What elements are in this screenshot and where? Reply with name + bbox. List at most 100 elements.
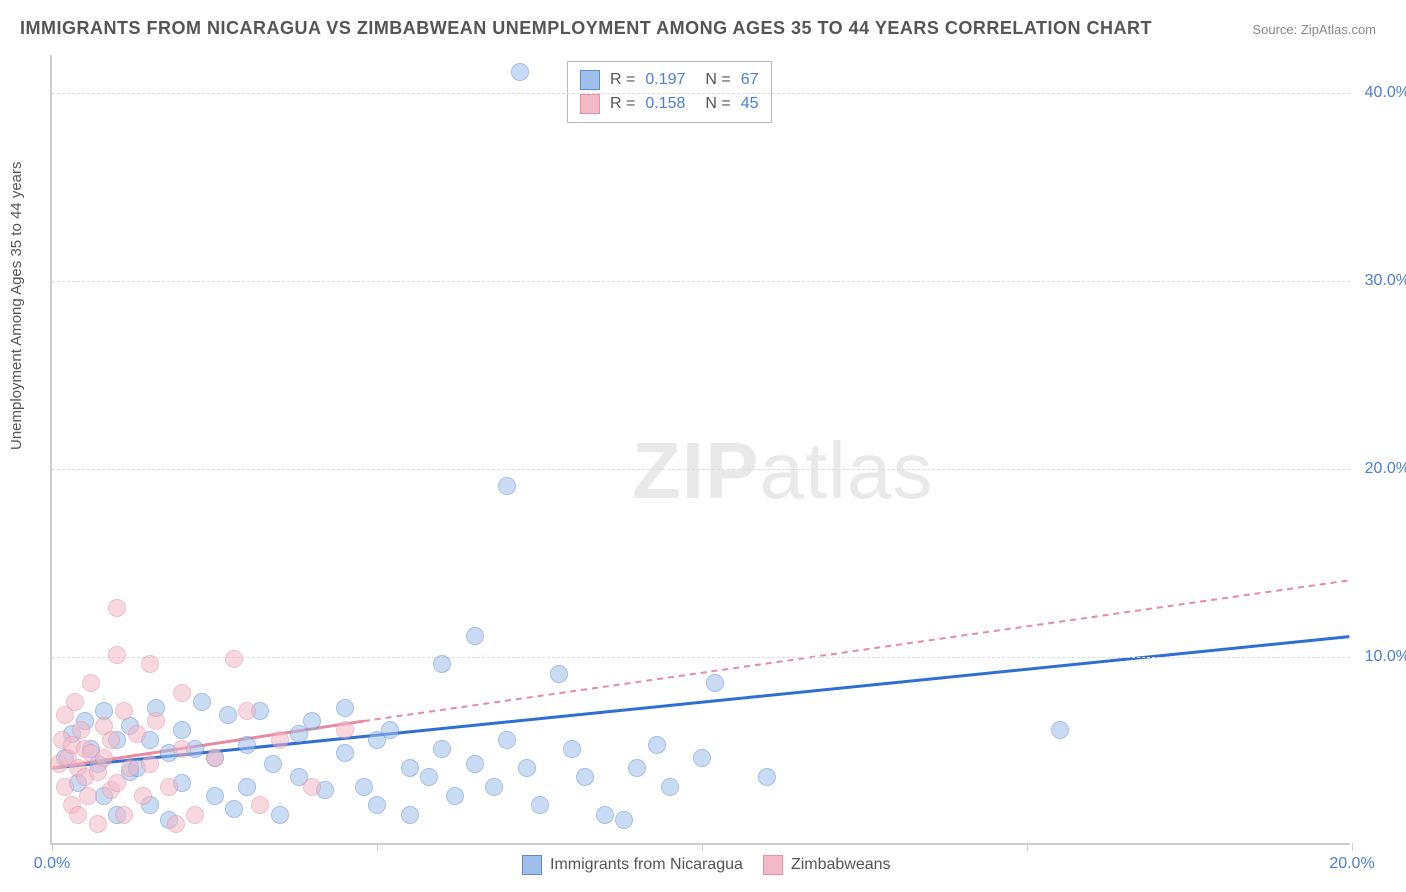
data-point [173,740,191,758]
data-point [238,778,256,796]
gridline [52,281,1350,282]
stat-r-value: 0.197 [645,71,685,89]
y-tick-label: 10.0% [1355,648,1406,666]
data-point [381,721,399,739]
data-point [128,725,146,743]
data-point [115,702,133,720]
data-point [206,749,224,767]
data-point [264,755,282,773]
data-point [498,477,516,495]
data-point [69,806,87,824]
x-tick [52,843,53,851]
data-point [271,806,289,824]
trendlines-svg [52,55,1350,843]
data-point [355,778,373,796]
data-point [173,721,191,739]
gridline [52,93,1350,94]
x-tick-label: 0.0% [34,855,70,873]
data-point [89,815,107,833]
data-point [628,759,646,777]
data-point [550,665,568,683]
data-point [596,806,614,824]
stat-r-value: 0.158 [645,95,685,113]
x-tick-label: 20.0% [1329,855,1374,873]
data-point [511,63,529,81]
stat-n-value: 45 [741,95,759,113]
x-tick [1352,843,1353,851]
data-point [706,674,724,692]
data-point [531,796,549,814]
data-point [160,778,178,796]
y-tick-label: 40.0% [1355,84,1406,102]
watermark-bold: ZIP [632,426,759,515]
chart-title: IMMIGRANTS FROM NICARAGUA VS ZIMBABWEAN … [20,18,1152,39]
data-point [108,599,126,617]
data-point [433,740,451,758]
stat-n-value: 67 [741,71,759,89]
data-point [219,706,237,724]
stats-row: R =0.158N =45 [580,92,759,116]
data-point [433,655,451,673]
x-tick [377,843,378,851]
data-point [518,759,536,777]
data-point [173,684,191,702]
gridline [52,657,1350,658]
data-point [368,796,386,814]
data-point [336,699,354,717]
data-point [661,778,679,796]
data-point [108,646,126,664]
source-label: Source: ZipAtlas.com [1252,22,1376,37]
data-point [336,721,354,739]
data-point [446,787,464,805]
legend-item: Immigrants from Nicaragua [522,855,743,875]
data-point [466,627,484,645]
y-axis-label: Unemployment Among Ages 35 to 44 years [8,161,25,450]
data-point [303,778,321,796]
legend-swatch [522,855,542,875]
data-point [563,740,581,758]
data-point [115,806,133,824]
stat-n-label: N = [705,71,730,89]
data-point [271,731,289,749]
data-point [648,736,666,754]
data-point [186,806,204,824]
legend-item: Zimbabweans [763,855,891,875]
data-point [238,702,256,720]
chart-container: IMMIGRANTS FROM NICARAGUA VS ZIMBABWEAN … [0,0,1406,892]
data-point [336,744,354,762]
data-point [141,755,159,773]
data-point [206,787,224,805]
data-point [466,755,484,773]
data-point [134,787,152,805]
data-point [615,811,633,829]
data-point [102,731,120,749]
stats-row: R =0.197N =67 [580,68,759,92]
x-tick [702,843,703,851]
y-tick-label: 20.0% [1355,460,1406,478]
data-point [225,800,243,818]
data-point [401,759,419,777]
data-point [167,815,185,833]
watermark: ZIPatlas [632,425,933,517]
legend-label: Immigrants from Nicaragua [550,856,743,874]
watermark-light: atlas [759,426,933,515]
data-point [72,721,90,739]
stat-n-label: N = [705,95,730,113]
data-point [693,749,711,767]
data-point [95,749,113,767]
data-point [56,778,74,796]
data-point [576,768,594,786]
data-point [251,796,269,814]
data-point [79,787,97,805]
series-swatch [580,94,600,114]
data-point [420,768,438,786]
data-point [238,736,256,754]
series-swatch [580,70,600,90]
trendline-extrapolated [364,580,1349,721]
legend: Immigrants from Nicaragua Zimbabweans [522,855,891,875]
data-point [147,712,165,730]
plot-area: ZIPatlas R =0.197N =67R =0.158N =45 Immi… [50,55,1350,845]
legend-label: Zimbabweans [791,856,891,874]
data-point [303,712,321,730]
y-tick-label: 30.0% [1355,272,1406,290]
